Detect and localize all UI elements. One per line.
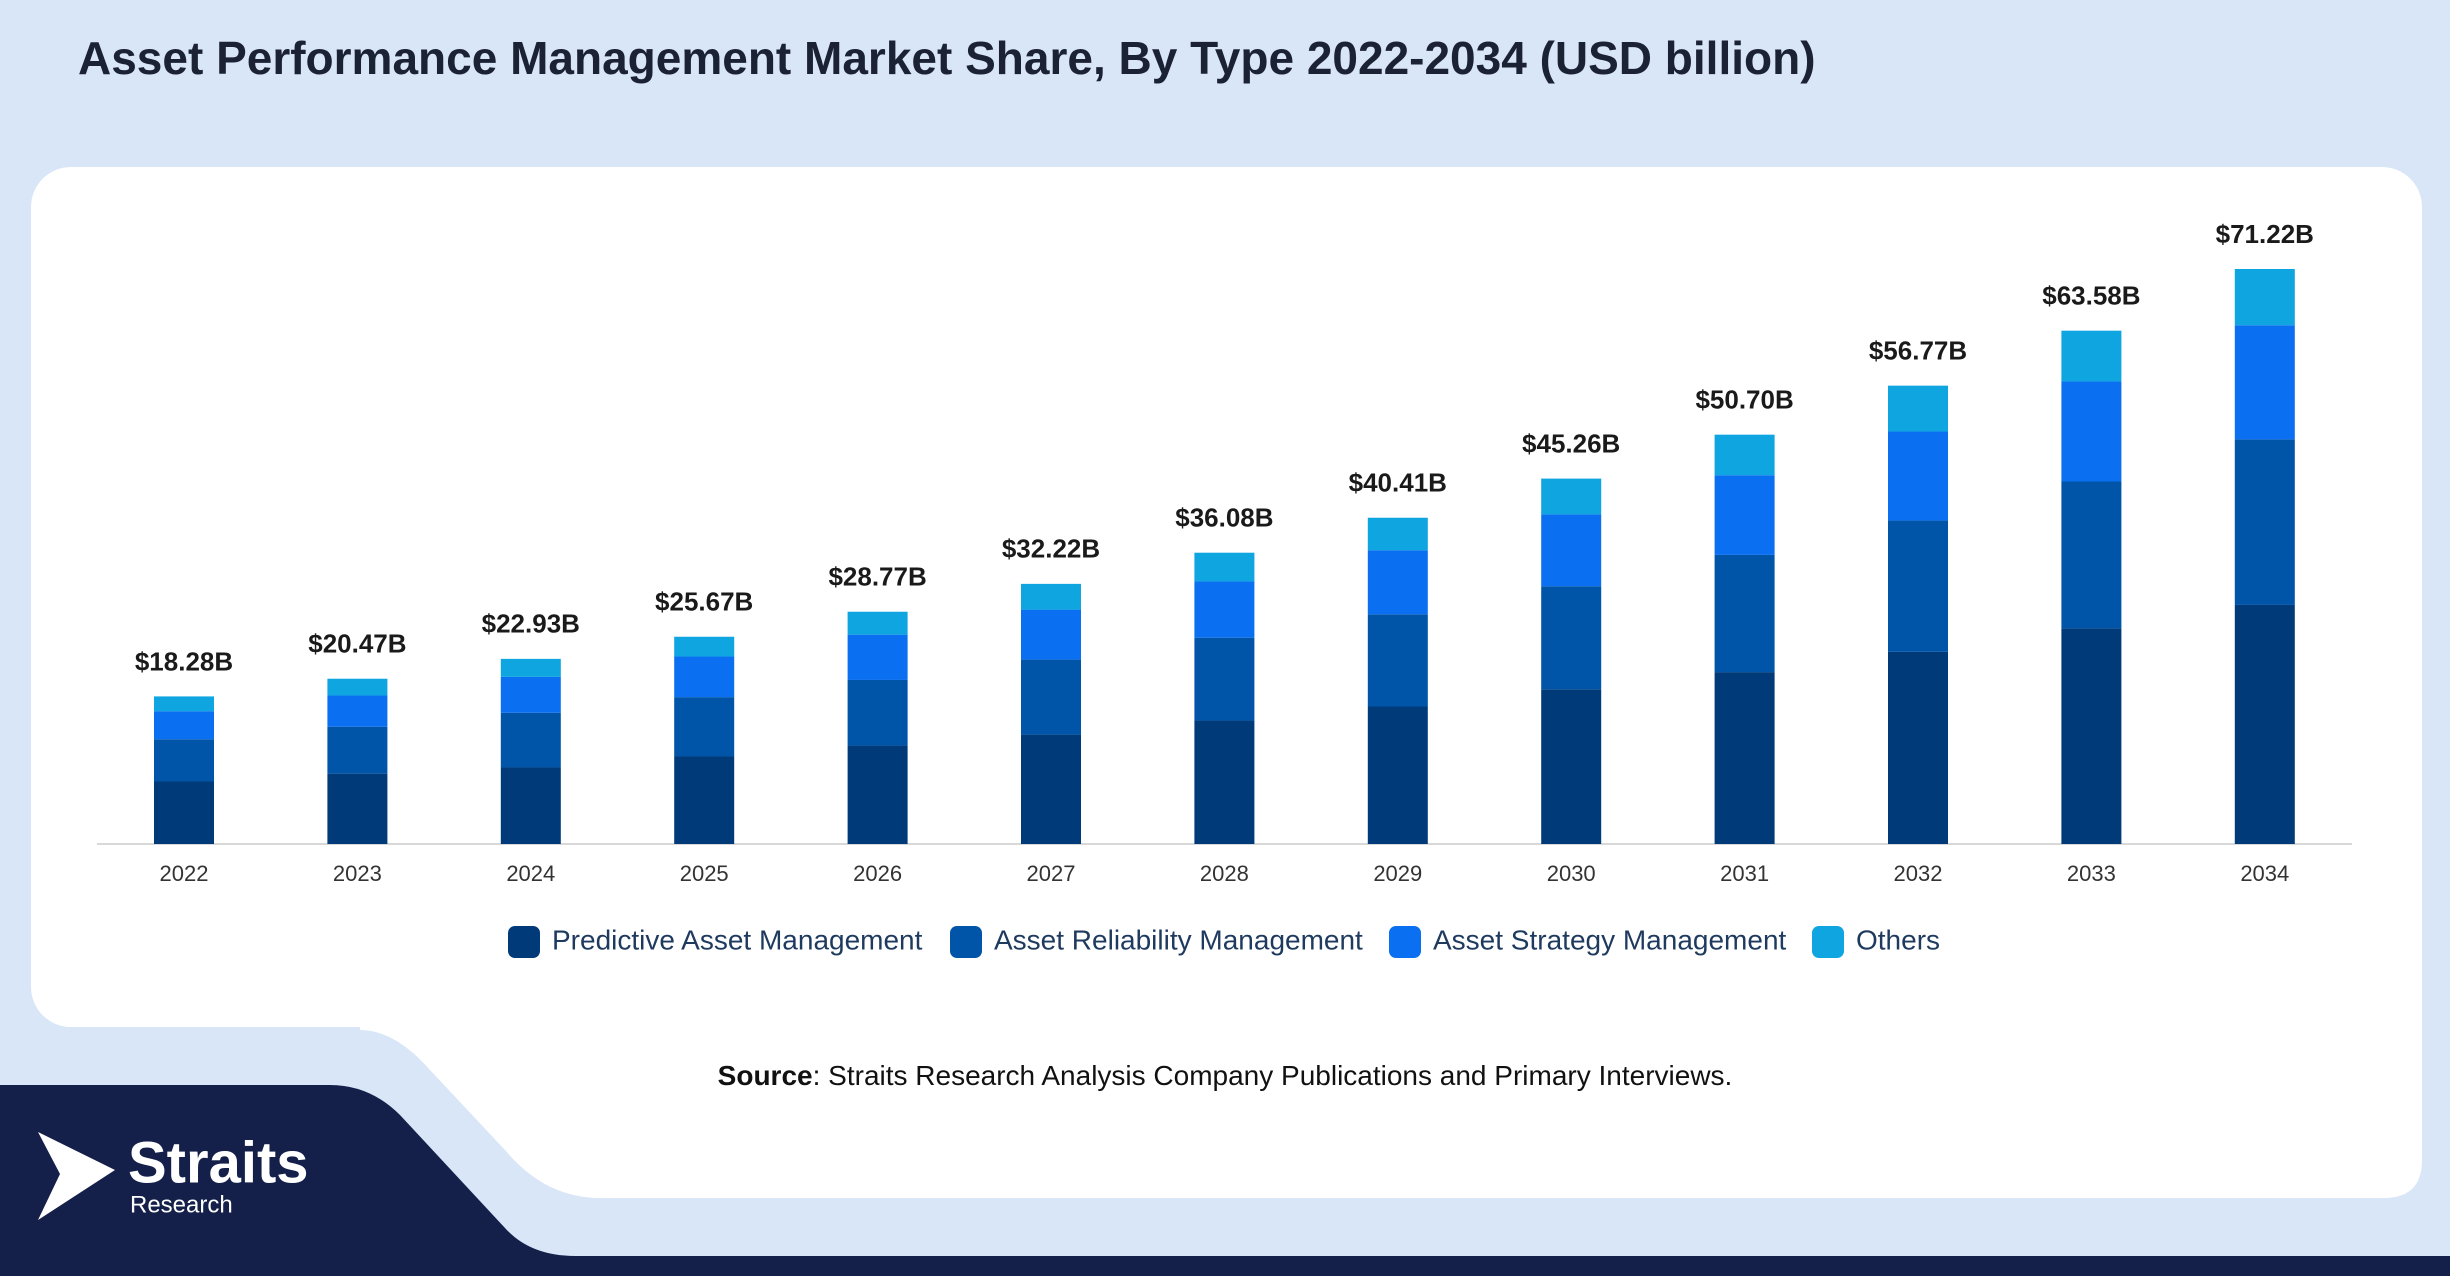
bar-segment — [154, 696, 214, 712]
card-lower — [360, 990, 2422, 1198]
bar-segment — [500, 767, 561, 844]
total-label: $22.93B — [482, 609, 580, 639]
bar-segment — [847, 745, 908, 844]
legend-swatch — [950, 926, 982, 958]
bar-segment — [327, 773, 388, 844]
source: Source: Straits Research Analysis Compan… — [718, 1060, 1733, 1091]
bar-segment — [154, 739, 214, 782]
bar-segment — [327, 726, 388, 774]
bar-segment — [674, 656, 735, 698]
bar-segment — [1367, 614, 1428, 707]
bar-segment — [1541, 478, 1602, 515]
bar-segment — [1714, 475, 1775, 555]
total-label: $45.26B — [1522, 428, 1620, 458]
total-label: $40.41B — [1349, 468, 1447, 498]
bar-segment — [674, 636, 735, 657]
bar-segment — [1194, 637, 1255, 721]
legend-label: Others — [1856, 924, 1940, 955]
x-tick-label: 2032 — [1894, 861, 1943, 886]
x-tick-label: 2024 — [506, 861, 555, 886]
bar-segment — [1021, 734, 1081, 844]
total-label: $25.67B — [655, 587, 753, 617]
bar-segment — [1194, 581, 1255, 638]
legend-swatch — [508, 926, 540, 958]
legend-label: Asset Reliability Management — [994, 924, 1363, 955]
x-tick-label: 2023 — [333, 861, 382, 886]
bar-segment — [1888, 651, 1948, 844]
source-label: Source — [718, 1060, 813, 1091]
bar-segment — [1021, 609, 1081, 660]
total-label: $28.77B — [828, 562, 926, 592]
footer-band — [0, 1085, 2450, 1276]
x-tick-label: 2027 — [1027, 861, 1076, 886]
x-tick-label: 2030 — [1547, 861, 1596, 886]
bar-segment — [2234, 325, 2295, 440]
x-tick-label: 2022 — [160, 861, 209, 886]
x-tick-label: 2033 — [2067, 861, 2116, 886]
bar-segment — [154, 711, 214, 740]
legend-label: Asset Strategy Management — [1433, 924, 1787, 955]
bar-segment — [500, 712, 561, 768]
bar-segment — [1367, 706, 1428, 844]
legend-label: Predictive Asset Management — [552, 924, 923, 955]
logo-sub: Research — [130, 1191, 233, 1218]
total-label: $71.22B — [2216, 219, 2314, 249]
bar-segment — [674, 697, 735, 757]
bar-segment — [1541, 514, 1602, 587]
legend-swatch — [1389, 926, 1421, 958]
bar-segment — [1194, 720, 1255, 844]
bar-segment — [2061, 481, 2122, 629]
bar-segment — [2061, 628, 2122, 844]
x-tick-label: 2031 — [1720, 861, 1769, 886]
total-label: $18.28B — [135, 646, 233, 676]
bar-segment — [154, 781, 214, 844]
total-label: $32.22B — [1002, 534, 1100, 564]
total-label: $50.70B — [1695, 385, 1793, 415]
bar-segment — [1888, 520, 1948, 652]
bar-segment — [327, 695, 388, 727]
bar-segment — [2234, 269, 2295, 326]
bar-segment — [847, 611, 908, 635]
bar-segment — [2234, 439, 2295, 605]
total-label: $20.47B — [308, 629, 406, 659]
legend-swatch — [1812, 926, 1844, 958]
bar-segment — [1021, 583, 1081, 610]
bar-segment — [2061, 381, 2122, 482]
bar-segment — [674, 756, 735, 844]
x-tick-label: 2028 — [1200, 861, 1249, 886]
x-tick-label: 2034 — [2240, 861, 2289, 886]
bar-segment — [1367, 517, 1428, 551]
bar-segment — [1541, 689, 1602, 844]
bar-segment — [847, 634, 908, 680]
x-tick-label: 2025 — [680, 861, 729, 886]
x-tick-label: 2026 — [853, 861, 902, 886]
bar-segment — [847, 679, 908, 746]
bar-segment — [1714, 672, 1775, 844]
total-label: $56.77B — [1869, 336, 1967, 366]
logo-name: Straits — [128, 1130, 309, 1195]
bar-segment — [1541, 586, 1602, 690]
bar-segment — [1888, 431, 1948, 521]
bar-segment — [2061, 330, 2122, 382]
bar-segment — [1888, 385, 1948, 432]
total-label: $36.08B — [1175, 503, 1273, 533]
bar-segment — [1194, 552, 1255, 582]
bar-segment — [2234, 604, 2295, 844]
bar-segment — [1021, 659, 1081, 735]
bar-segment — [500, 658, 561, 677]
bar-segment — [500, 676, 561, 713]
bar-segment — [1367, 550, 1428, 615]
bar-segment — [1714, 434, 1775, 476]
logo-icon — [38, 1132, 115, 1220]
chart-title: Asset Performance Management Market Shar… — [78, 32, 1816, 84]
source-text: : Straits Research Analysis Company Publ… — [813, 1060, 1733, 1091]
bar-segment — [1714, 554, 1775, 673]
total-label: $63.58B — [2042, 281, 2140, 311]
bar-segment — [327, 678, 388, 696]
x-tick-label: 2029 — [1373, 861, 1422, 886]
